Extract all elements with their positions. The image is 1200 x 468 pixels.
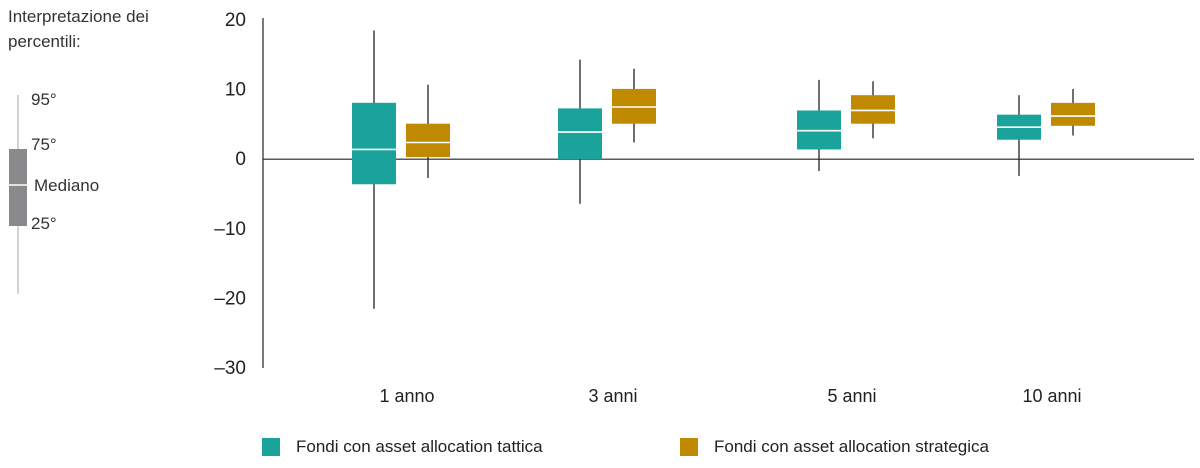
box-body	[352, 102, 396, 185]
legend-swatch-tactical	[262, 438, 280, 456]
key-label-95: 95°	[31, 90, 57, 109]
legend-item-tactical: Fondi con asset allocation tattica	[262, 437, 543, 457]
y-tick-label: –30	[214, 358, 246, 379]
y-tick-label: –20	[214, 288, 246, 309]
x-category-label: 1 anno	[379, 386, 434, 406]
y-tick-label: 20	[225, 10, 246, 31]
key-label-75: 75°	[31, 135, 57, 154]
box-body	[851, 95, 895, 124]
y-tick-label: 0	[235, 149, 246, 170]
legend-swatch-strategic	[680, 438, 698, 456]
x-category-label: 5 anni	[827, 386, 876, 406]
box-body	[1051, 102, 1095, 126]
x-category-label: 3 anni	[588, 386, 637, 406]
x-category-label: 10 anni	[1022, 386, 1081, 406]
legend-item-strategic: Fondi con asset allocation strategica	[680, 437, 989, 457]
y-tick-label: –10	[214, 219, 246, 240]
key-label-median: Mediano	[34, 176, 100, 195]
box-body	[406, 123, 450, 158]
key-title: Interpretazione dei percentili:	[8, 7, 149, 51]
box-body	[558, 108, 602, 160]
key-label-25: 25°	[31, 214, 57, 233]
key-box	[9, 149, 27, 226]
y-tick-label: 10	[225, 80, 246, 101]
legend-label-tactical: Fondi con asset allocation tattica	[296, 437, 543, 456]
legend-label-strategic: Fondi con asset allocation strategica	[714, 437, 989, 456]
